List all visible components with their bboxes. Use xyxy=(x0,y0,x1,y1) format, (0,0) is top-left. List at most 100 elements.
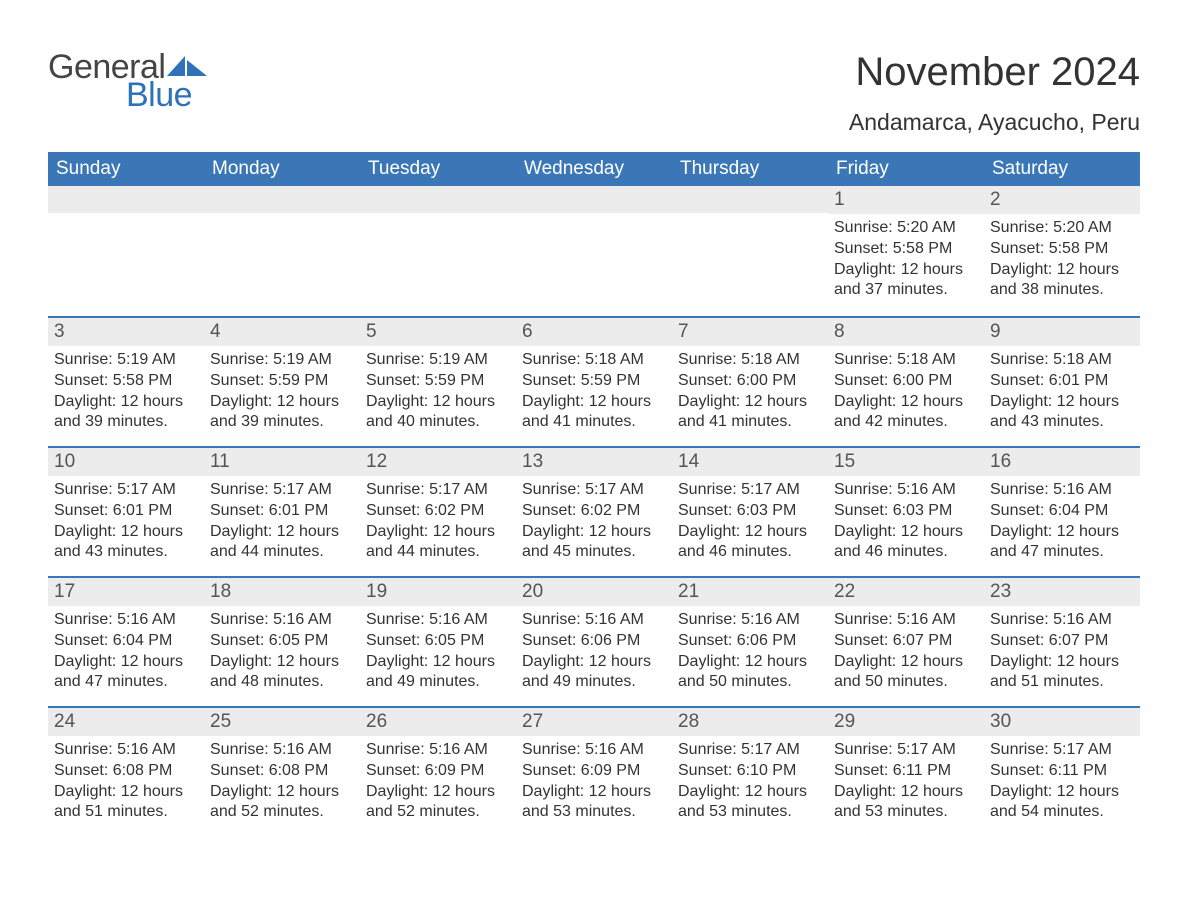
sunset-text: Sunset: 6:02 PM xyxy=(366,501,510,522)
daylight-text: Daylight: 12 hours and 51 minutes. xyxy=(990,652,1134,694)
daylight-text: Daylight: 12 hours and 40 minutes. xyxy=(366,392,510,434)
calendar-cell: 23Sunrise: 5:16 AMSunset: 6:07 PMDayligh… xyxy=(984,578,1140,704)
sunset-text: Sunset: 6:02 PM xyxy=(522,501,666,522)
calendar-cell: 8Sunrise: 5:18 AMSunset: 6:00 PMDaylight… xyxy=(828,318,984,444)
date-number: 10 xyxy=(48,448,204,476)
date-number: 4 xyxy=(204,318,360,346)
sunset-text: Sunset: 6:11 PM xyxy=(990,761,1134,782)
calendar-cell: 27Sunrise: 5:16 AMSunset: 6:09 PMDayligh… xyxy=(516,708,672,834)
date-number: 20 xyxy=(516,578,672,606)
sunrise-text: Sunrise: 5:17 AM xyxy=(678,740,822,761)
daylight-text: Daylight: 12 hours and 39 minutes. xyxy=(210,392,354,434)
sunset-text: Sunset: 6:05 PM xyxy=(210,631,354,652)
sunset-text: Sunset: 6:05 PM xyxy=(366,631,510,652)
daylight-text: Daylight: 12 hours and 44 minutes. xyxy=(366,522,510,564)
header: General Blue November 2024 Andamarca, Ay… xyxy=(48,50,1140,146)
sunset-text: Sunset: 6:04 PM xyxy=(54,631,198,652)
calendar-cell: 16Sunrise: 5:16 AMSunset: 6:04 PMDayligh… xyxy=(984,448,1140,574)
sunset-text: Sunset: 6:10 PM xyxy=(678,761,822,782)
sunset-text: Sunset: 6:11 PM xyxy=(834,761,978,782)
daylight-text: Daylight: 12 hours and 49 minutes. xyxy=(522,652,666,694)
sunrise-text: Sunrise: 5:18 AM xyxy=(990,350,1134,371)
cell-body: Sunrise: 5:17 AMSunset: 6:03 PMDaylight:… xyxy=(672,476,828,569)
calendar-cell: 2Sunrise: 5:20 AMSunset: 5:58 PMDaylight… xyxy=(984,186,1140,314)
daylight-text: Daylight: 12 hours and 41 minutes. xyxy=(678,392,822,434)
sunrise-text: Sunrise: 5:17 AM xyxy=(522,480,666,501)
date-number: 14 xyxy=(672,448,828,476)
cell-body: Sunrise: 5:16 AMSunset: 6:05 PMDaylight:… xyxy=(204,606,360,699)
cell-body: Sunrise: 5:16 AMSunset: 6:05 PMDaylight:… xyxy=(360,606,516,699)
sunrise-text: Sunrise: 5:16 AM xyxy=(678,610,822,631)
sunset-text: Sunset: 6:09 PM xyxy=(366,761,510,782)
date-number: 23 xyxy=(984,578,1140,606)
calendar-cell: 22Sunrise: 5:16 AMSunset: 6:07 PMDayligh… xyxy=(828,578,984,704)
cell-body: Sunrise: 5:16 AMSunset: 6:08 PMDaylight:… xyxy=(48,736,204,829)
calendar-cell: 20Sunrise: 5:16 AMSunset: 6:06 PMDayligh… xyxy=(516,578,672,704)
sunrise-text: Sunrise: 5:16 AM xyxy=(834,480,978,501)
sunrise-text: Sunrise: 5:19 AM xyxy=(210,350,354,371)
cell-body: Sunrise: 5:17 AMSunset: 6:11 PMDaylight:… xyxy=(984,736,1140,829)
cell-body: Sunrise: 5:16 AMSunset: 6:06 PMDaylight:… xyxy=(672,606,828,699)
daylight-text: Daylight: 12 hours and 49 minutes. xyxy=(366,652,510,694)
sunrise-text: Sunrise: 5:20 AM xyxy=(834,218,978,239)
logo: General Blue xyxy=(48,50,207,112)
calendar-cell: 5Sunrise: 5:19 AMSunset: 5:59 PMDaylight… xyxy=(360,318,516,444)
title-block: November 2024 Andamarca, Ayacucho, Peru xyxy=(849,50,1140,146)
date-number: 28 xyxy=(672,708,828,736)
date-number xyxy=(48,186,204,213)
date-number: 13 xyxy=(516,448,672,476)
cell-body xyxy=(48,213,204,223)
week-row: 3Sunrise: 5:19 AMSunset: 5:58 PMDaylight… xyxy=(48,316,1140,444)
date-number: 26 xyxy=(360,708,516,736)
date-number xyxy=(360,186,516,213)
sunrise-text: Sunrise: 5:17 AM xyxy=(54,480,198,501)
daylight-text: Daylight: 12 hours and 43 minutes. xyxy=(990,392,1134,434)
cell-body xyxy=(516,213,672,223)
sunset-text: Sunset: 5:58 PM xyxy=(834,239,978,260)
date-number: 18 xyxy=(204,578,360,606)
date-number: 8 xyxy=(828,318,984,346)
date-number: 16 xyxy=(984,448,1140,476)
date-number: 7 xyxy=(672,318,828,346)
daylight-text: Daylight: 12 hours and 51 minutes. xyxy=(54,782,198,824)
day-header: Sunday xyxy=(48,152,204,186)
calendar-cell: 11Sunrise: 5:17 AMSunset: 6:01 PMDayligh… xyxy=(204,448,360,574)
logo-text-blue: Blue xyxy=(126,78,207,112)
daylight-text: Daylight: 12 hours and 52 minutes. xyxy=(366,782,510,824)
date-number: 30 xyxy=(984,708,1140,736)
daylight-text: Daylight: 12 hours and 47 minutes. xyxy=(990,522,1134,564)
cell-body xyxy=(672,213,828,223)
day-header: Wednesday xyxy=(516,152,672,186)
sunrise-text: Sunrise: 5:17 AM xyxy=(366,480,510,501)
cell-body: Sunrise: 5:19 AMSunset: 5:58 PMDaylight:… xyxy=(48,346,204,439)
date-number: 6 xyxy=(516,318,672,346)
day-header: Saturday xyxy=(984,152,1140,186)
cell-body: Sunrise: 5:16 AMSunset: 6:09 PMDaylight:… xyxy=(516,736,672,829)
sunset-text: Sunset: 5:58 PM xyxy=(54,371,198,392)
cell-body: Sunrise: 5:16 AMSunset: 6:09 PMDaylight:… xyxy=(360,736,516,829)
date-number xyxy=(516,186,672,213)
daylight-text: Daylight: 12 hours and 37 minutes. xyxy=(834,260,978,302)
sunrise-text: Sunrise: 5:16 AM xyxy=(54,610,198,631)
cell-body: Sunrise: 5:16 AMSunset: 6:07 PMDaylight:… xyxy=(984,606,1140,699)
daylight-text: Daylight: 12 hours and 50 minutes. xyxy=(834,652,978,694)
sunrise-text: Sunrise: 5:16 AM xyxy=(210,610,354,631)
sunrise-text: Sunrise: 5:16 AM xyxy=(366,610,510,631)
cell-body: Sunrise: 5:18 AMSunset: 6:00 PMDaylight:… xyxy=(672,346,828,439)
cell-body: Sunrise: 5:18 AMSunset: 6:01 PMDaylight:… xyxy=(984,346,1140,439)
calendar-cell: 9Sunrise: 5:18 AMSunset: 6:01 PMDaylight… xyxy=(984,318,1140,444)
sunrise-text: Sunrise: 5:16 AM xyxy=(54,740,198,761)
calendar-cell: 30Sunrise: 5:17 AMSunset: 6:11 PMDayligh… xyxy=(984,708,1140,834)
daylight-text: Daylight: 12 hours and 50 minutes. xyxy=(678,652,822,694)
calendar-cell xyxy=(672,186,828,314)
sunset-text: Sunset: 6:03 PM xyxy=(834,501,978,522)
day-header: Monday xyxy=(204,152,360,186)
day-header-row: SundayMondayTuesdayWednesdayThursdayFrid… xyxy=(48,152,1140,186)
cell-body: Sunrise: 5:17 AMSunset: 6:11 PMDaylight:… xyxy=(828,736,984,829)
daylight-text: Daylight: 12 hours and 39 minutes. xyxy=(54,392,198,434)
date-number: 5 xyxy=(360,318,516,346)
sunrise-text: Sunrise: 5:20 AM xyxy=(990,218,1134,239)
calendar-cell: 10Sunrise: 5:17 AMSunset: 6:01 PMDayligh… xyxy=(48,448,204,574)
sunset-text: Sunset: 6:00 PM xyxy=(678,371,822,392)
calendar-cell: 19Sunrise: 5:16 AMSunset: 6:05 PMDayligh… xyxy=(360,578,516,704)
